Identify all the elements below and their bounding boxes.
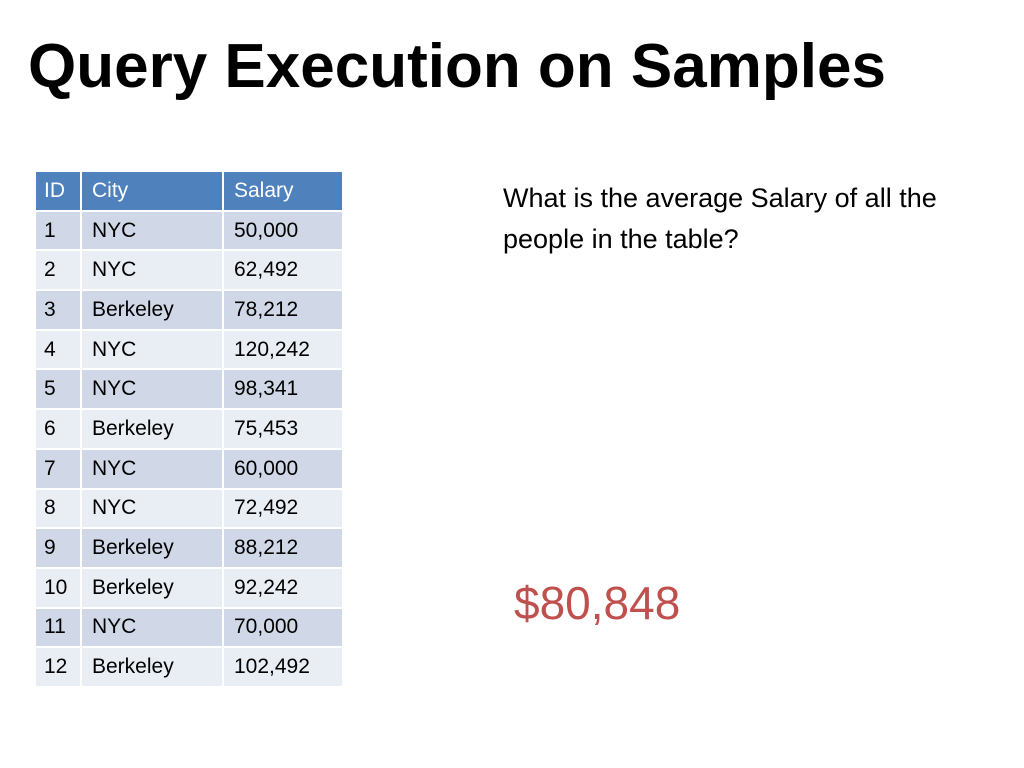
- cell-city: NYC: [80, 606, 224, 649]
- cell-salary: 102,492: [222, 646, 344, 688]
- table-body: 1 NYC 50,000 2 NYC 62,492 3 Berkeley 78,212 4 NYC 1…: [34, 209, 344, 688]
- cell-id: 12: [34, 646, 82, 688]
- cell-id: 7: [34, 447, 82, 490]
- cell-city: NYC: [80, 447, 224, 490]
- table-row: 10 Berkeley 92,242: [34, 566, 344, 609]
- cell-city: NYC: [80, 487, 224, 530]
- cell-city: NYC: [80, 328, 224, 371]
- table-row: 1 NYC 50,000: [34, 209, 344, 252]
- cell-id: 8: [34, 487, 82, 530]
- column-header-id: ID: [34, 170, 82, 212]
- question-text: What is the average Salary of all the pe…: [503, 183, 937, 254]
- table-row: 3 Berkeley 78,212: [34, 289, 344, 331]
- cell-city: NYC: [80, 249, 224, 292]
- answer-value: $80,848: [514, 577, 681, 629]
- cell-city: Berkeley: [80, 566, 224, 609]
- cell-id: 10: [34, 566, 82, 609]
- cell-id: 9: [34, 527, 82, 569]
- column-header-salary: Salary: [222, 170, 344, 212]
- cell-salary: 50,000: [222, 209, 344, 252]
- cell-salary: 62,492: [222, 249, 344, 292]
- cell-city: Berkeley: [80, 527, 224, 569]
- cell-salary: 78,212: [222, 289, 344, 331]
- table-row: 6 Berkeley 75,453: [34, 408, 344, 450]
- cell-salary: 88,212: [222, 527, 344, 569]
- cell-id: 3: [34, 289, 82, 331]
- cell-salary: 70,000: [222, 606, 344, 649]
- table-row: 8 NYC 72,492: [34, 487, 344, 530]
- table-row: 12 Berkeley 102,492: [34, 646, 344, 688]
- slide-title: Query Execution on Samples: [28, 32, 886, 101]
- cell-salary: 98,341: [222, 368, 344, 411]
- cell-id: 11: [34, 606, 82, 649]
- cell-id: 6: [34, 408, 82, 450]
- column-header-city: City: [80, 170, 224, 212]
- table-row: 2 NYC 62,492: [34, 249, 344, 292]
- table-row: 9 Berkeley 88,212: [34, 527, 344, 569]
- cell-salary: 75,453: [222, 408, 344, 450]
- cell-id: 5: [34, 368, 82, 411]
- table-row: 11 NYC 70,000: [34, 606, 344, 649]
- cell-salary: 120,242: [222, 328, 344, 371]
- cell-id: 2: [34, 249, 82, 292]
- cell-city: Berkeley: [80, 408, 224, 450]
- table-header-row: ID City Salary: [34, 170, 344, 212]
- cell-id: 1: [34, 209, 82, 252]
- cell-city: Berkeley: [80, 646, 224, 688]
- cell-city: Berkeley: [80, 289, 224, 331]
- cell-salary: 60,000: [222, 447, 344, 490]
- salary-table: ID City Salary 1 NYC 50,000 2 NYC 62,492 3 Berk…: [34, 170, 344, 688]
- table-row: 4 NYC 120,242: [34, 328, 344, 371]
- cell-city: NYC: [80, 368, 224, 411]
- table-row: 5 NYC 98,341: [34, 368, 344, 411]
- cell-salary: 92,242: [222, 566, 344, 609]
- cell-city: NYC: [80, 209, 224, 252]
- table-row: 7 NYC 60,000: [34, 447, 344, 490]
- cell-id: 4: [34, 328, 82, 371]
- cell-salary: 72,492: [222, 487, 344, 530]
